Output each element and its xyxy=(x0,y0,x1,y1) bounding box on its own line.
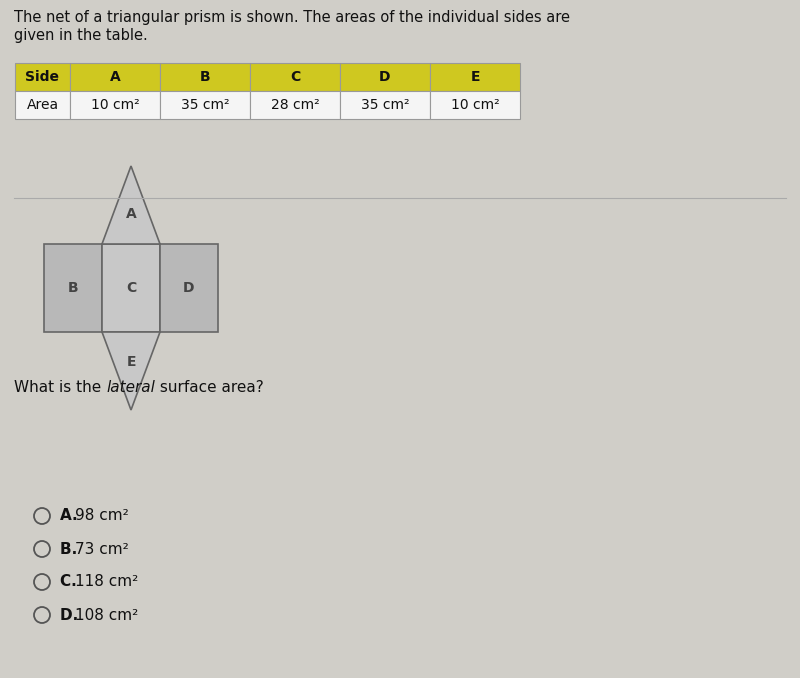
Bar xyxy=(70,63,160,91)
Text: 10 cm²: 10 cm² xyxy=(90,98,139,112)
Bar xyxy=(160,91,250,119)
Bar xyxy=(102,244,160,332)
Text: 98 cm²: 98 cm² xyxy=(75,508,129,523)
Text: D: D xyxy=(379,70,390,84)
Text: What is the: What is the xyxy=(14,380,106,395)
Text: lateral: lateral xyxy=(106,380,155,395)
Text: B: B xyxy=(200,70,210,84)
Bar xyxy=(250,63,340,91)
Bar xyxy=(250,91,340,119)
Text: surface area?: surface area? xyxy=(155,380,264,395)
Bar xyxy=(340,91,430,119)
Text: 35 cm²: 35 cm² xyxy=(361,98,410,112)
Text: A.: A. xyxy=(60,508,83,523)
Bar xyxy=(430,63,520,91)
Text: 10 cm²: 10 cm² xyxy=(450,98,499,112)
Text: 108 cm²: 108 cm² xyxy=(75,607,138,622)
Text: 35 cm²: 35 cm² xyxy=(181,98,230,112)
Text: given in the table.: given in the table. xyxy=(14,28,148,43)
Text: 73 cm²: 73 cm² xyxy=(75,542,129,557)
Text: C.: C. xyxy=(60,574,82,589)
Text: E: E xyxy=(470,70,480,84)
Text: D: D xyxy=(183,281,194,295)
Text: The net of a triangular prism is shown. The areas of the individual sides are: The net of a triangular prism is shown. … xyxy=(14,10,570,25)
Text: Side: Side xyxy=(26,70,59,84)
Text: Area: Area xyxy=(26,98,58,112)
Bar xyxy=(160,244,218,332)
Text: B.: B. xyxy=(60,542,82,557)
Bar xyxy=(15,91,70,119)
Text: 28 cm²: 28 cm² xyxy=(270,98,319,112)
Bar xyxy=(44,244,102,332)
Bar xyxy=(70,91,160,119)
Polygon shape xyxy=(102,166,160,244)
Polygon shape xyxy=(102,332,160,410)
Text: 118 cm²: 118 cm² xyxy=(75,574,138,589)
Text: A: A xyxy=(110,70,120,84)
Text: C: C xyxy=(126,281,136,295)
Text: C: C xyxy=(290,70,300,84)
Text: E: E xyxy=(126,355,136,369)
Text: A: A xyxy=(126,207,136,221)
Text: D.: D. xyxy=(60,607,83,622)
Bar xyxy=(160,63,250,91)
Bar xyxy=(340,63,430,91)
Bar xyxy=(430,91,520,119)
Text: B: B xyxy=(68,281,78,295)
Bar xyxy=(15,63,70,91)
